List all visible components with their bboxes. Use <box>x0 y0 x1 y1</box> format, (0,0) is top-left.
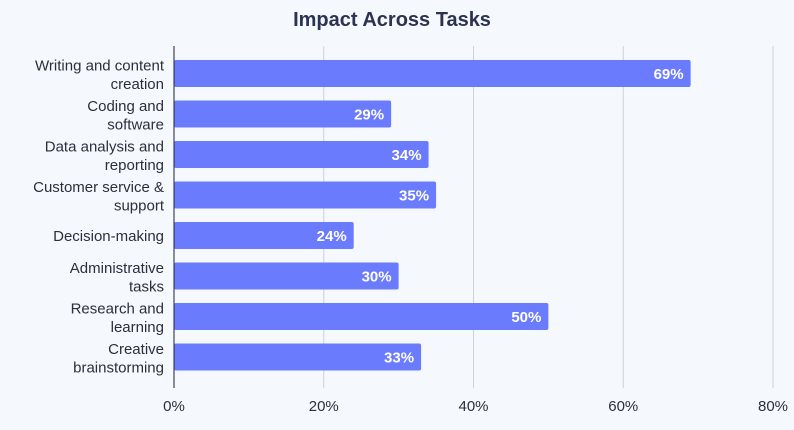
bar <box>174 60 691 87</box>
bar-value-label: 34% <box>392 147 422 164</box>
bar-value-label: 33% <box>384 350 414 367</box>
bar <box>174 100 392 128</box>
x-tick-labels: 0% 20% 40% 60% 80% <box>163 398 788 415</box>
bar <box>174 303 549 330</box>
bar-value-label: 24% <box>317 228 347 245</box>
gridlines <box>323 46 774 388</box>
category-label: Decision-making <box>53 228 164 245</box>
bar <box>174 262 399 290</box>
bar-value-label: 50% <box>511 309 541 326</box>
bar <box>174 343 422 371</box>
category-label: Coding and software <box>87 98 164 134</box>
bar <box>174 181 437 209</box>
x-tick-label: 20% <box>309 398 339 415</box>
x-tick-label: 60% <box>608 398 638 415</box>
chart-title: Impact Across Tasks <box>293 9 491 31</box>
bar <box>174 141 429 168</box>
category-labels: Writing and content creation Coding and sof… <box>33 58 165 377</box>
bar-value-label: 29% <box>354 107 384 124</box>
bars: 69% 29% 34% 35% 24% 30% 50% 33% <box>174 60 691 371</box>
x-tick-label: 0% <box>163 398 185 415</box>
x-tick-label: 80% <box>758 398 788 415</box>
category-label: Writing and content creation <box>35 58 165 94</box>
category-label: Customer service & support <box>33 179 165 215</box>
category-label: Creative brainstorming <box>73 341 164 377</box>
bar-value-label: 30% <box>362 269 392 286</box>
category-label: Data analysis and reporting <box>45 139 164 175</box>
category-label: Administrative tasks <box>70 260 164 296</box>
category-label: Research and learning <box>71 301 164 337</box>
bar-value-label: 69% <box>654 66 684 83</box>
x-tick-label: 40% <box>458 398 488 415</box>
bar-value-label: 35% <box>399 188 429 205</box>
bar <box>174 222 354 249</box>
